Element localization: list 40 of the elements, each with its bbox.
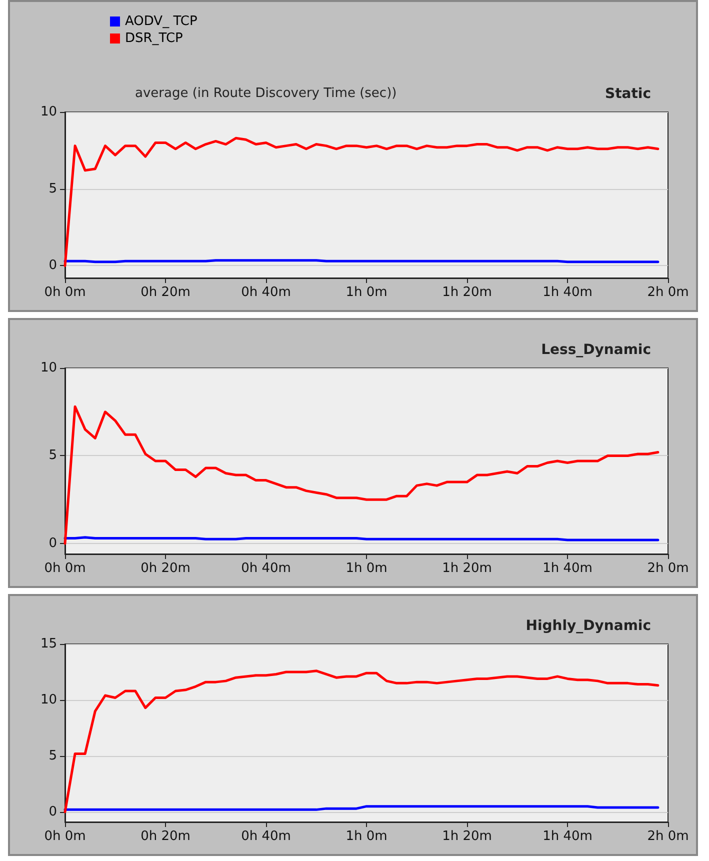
x-tick-label: 1h 20m: [442, 829, 492, 844]
line-series: [64, 670, 660, 814]
y-tick-label: 5: [48, 748, 57, 764]
chart-title: Less_Dynamic: [541, 342, 652, 358]
chart-title: Static: [604, 86, 652, 102]
x-tick-label: 1h 20m: [442, 561, 492, 576]
x-tick-label: 1h 20m: [442, 285, 492, 300]
chart-title: Highly_Dynamic: [526, 618, 652, 634]
x-tick-label: 1h 40m: [542, 829, 592, 844]
y-tick-label: 10: [40, 692, 57, 708]
y-tick-label: 15: [40, 636, 57, 652]
x-tick-label: 1h 40m: [542, 561, 592, 576]
x-tick-label: 0h 20m: [140, 561, 190, 576]
x-tick-label: 2h 0m: [647, 285, 689, 300]
legend-label: DSR_TCP: [125, 31, 184, 46]
x-tick-label: 2h 0m: [647, 829, 689, 844]
y-tick-label: 0: [48, 804, 57, 820]
x-tick-label: 1h 0m: [346, 285, 388, 300]
y-tick-label: 10: [40, 360, 57, 376]
line-series: [64, 136, 660, 267]
x-tick-label: 1h 0m: [346, 829, 388, 844]
y-tick-label: 10: [40, 104, 57, 120]
x-tick-label: 1h 0m: [346, 561, 388, 576]
y-tick-label: 0: [48, 536, 57, 551]
x-tick-label: 0h 40m: [241, 561, 291, 576]
line-series: [64, 405, 660, 545]
y-tick-label: 5: [48, 448, 57, 464]
x-tick-label: 2h 0m: [647, 561, 689, 576]
legend-label: AODV_ TCP: [125, 14, 198, 29]
x-tick-label: 1h 40m: [542, 285, 592, 300]
y-tick-label: 5: [48, 181, 57, 196]
x-tick-label: 0h 40m: [241, 829, 291, 844]
y-tick-label: 0: [48, 258, 57, 274]
x-tick-label: 0h 0m: [44, 561, 86, 576]
x-tick-label: 0h 0m: [44, 829, 86, 844]
x-tick-label: 0h 20m: [140, 829, 190, 844]
x-tick-label: 0h 0m: [44, 285, 86, 300]
x-tick-label: 0h 20m: [140, 285, 190, 300]
chart-subtitle: average (in Route Discovery Time (sec)): [135, 86, 397, 101]
x-tick-label: 0h 40m: [241, 285, 291, 300]
